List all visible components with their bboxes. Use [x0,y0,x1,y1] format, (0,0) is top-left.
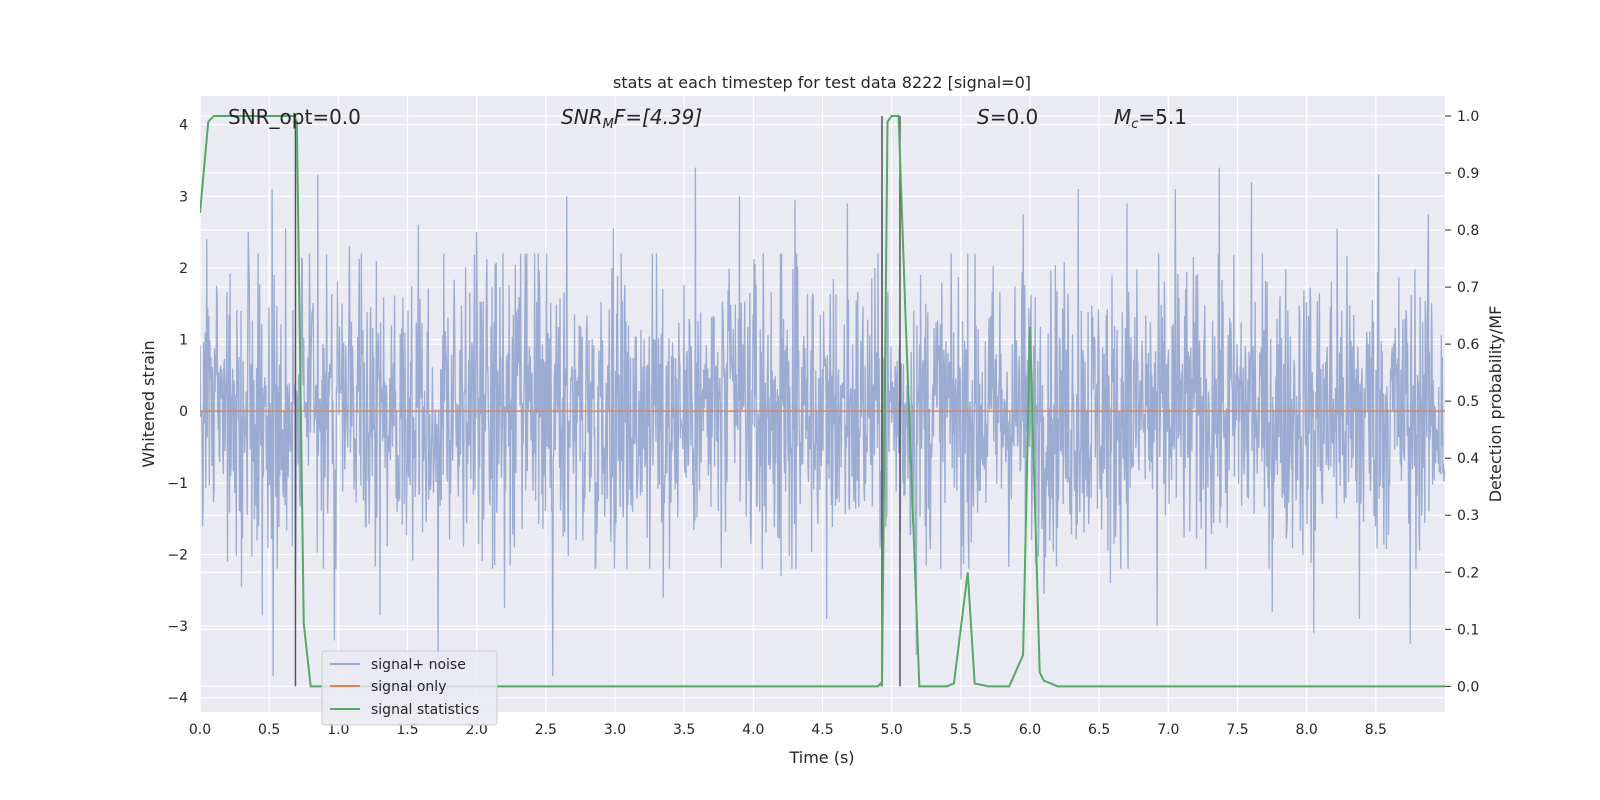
x-tick-label: 2.5 [535,722,557,738]
y2-tick-label: 0.1 [1457,622,1479,638]
x-tick-label: 6.5 [1088,722,1110,738]
y-tick-label: −1 [167,476,188,492]
y2-tick-label: 0.6 [1457,337,1479,353]
y-tick-label: −2 [167,547,188,563]
y-tick-label: 0 [179,404,188,420]
y2-tick-label: 0.3 [1457,508,1479,524]
y-tick-label: 2 [179,261,188,277]
y2-tick-label: 1.0 [1457,109,1479,125]
y-tick-label: −3 [167,619,188,635]
legend-box [321,650,498,726]
ticks: 0.0 0.5 1.0 1.5 2.0 2.5 3.0 3.5 4.0 4.5 5.0 5.5 6.0 6… [167,109,1479,738]
y-tick-label: −4 [167,691,188,707]
legend-label-signal-noise: signal+ noise [371,657,466,673]
y-tick-label: 1 [179,333,188,349]
x-axis-title: Time (s) [788,748,854,767]
snr-opt-annotation: SNR_opt=0.0 [228,105,361,129]
mc-annotation: Mc=5.1 [1114,105,1187,132]
x-tick-label: 0.5 [258,722,280,738]
y2-tick-label: 0.7 [1457,280,1479,296]
series-signal-statistics [200,114,1445,688]
x-tick-label: 7.0 [1157,722,1179,738]
series-layer [200,114,1445,688]
chart-title: stats at each timestep for test data 822… [613,73,1031,92]
x-tick-label: 0.0 [189,722,211,738]
y2-tick-label: 0.5 [1457,394,1479,410]
x-tick-label: 4.0 [742,722,764,738]
y-tick-label: 3 [179,189,188,205]
y2-tick-label: 0.9 [1457,166,1479,182]
legend-label-signal-only: signal only [371,679,446,695]
y2-tick-label: 0.8 [1457,223,1479,239]
y2-tick-label: 0.2 [1457,565,1479,581]
x-tick-label: 5.5 [950,722,972,738]
y2-axis-title: Detection probability/MF [1486,306,1505,503]
x-tick-label: 6.0 [1019,722,1041,738]
x-tick-label: 5.0 [881,722,903,738]
x-tick-label: 2.0 [466,722,488,738]
y-axis-title: Whitened strain [139,340,158,467]
legend-label-signal-statistics: signal statistics [371,702,479,718]
x-tick-label: 7.5 [1226,722,1248,738]
y-tick-label: 4 [179,118,188,134]
x-tick-label: 1.5 [396,722,418,738]
signal-noise-trace [200,167,1445,677]
s-annotation: S=0.0 [977,105,1038,129]
y2-tick-label: 0.0 [1457,679,1479,695]
x-tick-label: 8.0 [1296,722,1318,738]
snr-mf-annotation: SNRMF=[4.39] [561,105,702,132]
legend: signal+ noise signal only signal statist… [321,650,498,726]
y2-tick-label: 0.4 [1457,451,1479,467]
x-tick-label: 8.5 [1365,722,1387,738]
x-tick-label: 3.0 [604,722,626,738]
x-tick-label: 3.5 [673,722,695,738]
x-tick-label: 4.5 [811,722,833,738]
series-signal-noise [200,167,1445,677]
x-tick-label: 1.0 [327,722,349,738]
